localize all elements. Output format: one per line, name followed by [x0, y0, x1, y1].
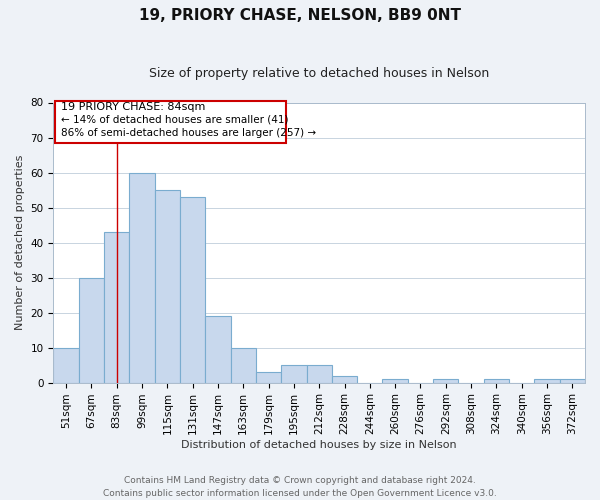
Bar	[104, 232, 130, 382]
Bar	[53, 348, 79, 382]
Bar	[205, 316, 230, 382]
Bar	[230, 348, 256, 382]
Bar	[180, 197, 205, 382]
Text: Contains HM Land Registry data © Crown copyright and database right 2024.
Contai: Contains HM Land Registry data © Crown c…	[103, 476, 497, 498]
Text: 19, PRIORY CHASE, NELSON, BB9 0NT: 19, PRIORY CHASE, NELSON, BB9 0NT	[139, 8, 461, 22]
Title: Size of property relative to detached houses in Nelson: Size of property relative to detached ho…	[149, 68, 490, 80]
Bar	[256, 372, 281, 382]
Bar	[155, 190, 180, 382]
Y-axis label: Number of detached properties: Number of detached properties	[15, 155, 25, 330]
FancyBboxPatch shape	[55, 100, 286, 143]
Bar	[332, 376, 357, 382]
Bar	[484, 379, 509, 382]
Bar	[130, 172, 155, 382]
Bar	[560, 379, 585, 382]
X-axis label: Distribution of detached houses by size in Nelson: Distribution of detached houses by size …	[181, 440, 457, 450]
Bar	[433, 379, 458, 382]
Text: ← 14% of detached houses are smaller (41): ← 14% of detached houses are smaller (41…	[61, 115, 289, 125]
Text: 19 PRIORY CHASE: 84sqm: 19 PRIORY CHASE: 84sqm	[61, 102, 205, 113]
Bar	[382, 379, 408, 382]
Bar	[307, 365, 332, 382]
Bar	[281, 365, 307, 382]
Text: 86% of semi-detached houses are larger (257) →: 86% of semi-detached houses are larger (…	[61, 128, 316, 138]
Bar	[79, 278, 104, 382]
Bar	[535, 379, 560, 382]
